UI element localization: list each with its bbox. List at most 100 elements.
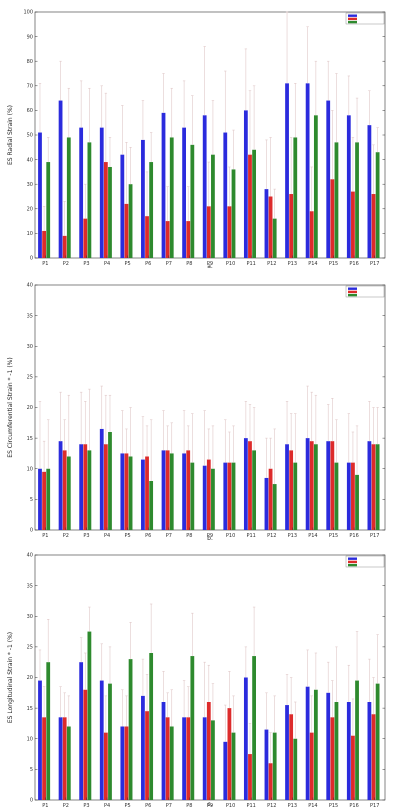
bar: [202, 717, 207, 800]
bar: [211, 154, 215, 258]
bar: [206, 702, 211, 800]
bar: [227, 206, 232, 258]
y-axis-label: ES Longitudinal Strain * -1 (%): [7, 632, 14, 723]
y-tick-label: 30: [27, 344, 33, 350]
bar: [46, 662, 51, 800]
x-tick-label: P8: [186, 533, 192, 539]
bar: [62, 450, 67, 530]
x-tick-label: P2: [63, 533, 69, 539]
bar: [285, 83, 289, 258]
bar: [293, 137, 298, 258]
bar: [367, 441, 372, 530]
y-tick-label: 100: [23, 10, 33, 16]
bar: [334, 702, 339, 800]
y-tick-label: 80: [27, 59, 33, 65]
bar: [202, 115, 207, 258]
x-tick-label: P10: [226, 803, 235, 809]
y-tick-label: 25: [27, 375, 33, 381]
panel-caption: c.: [207, 801, 212, 808]
bar: [120, 726, 125, 800]
bar: [145, 216, 149, 258]
bar: [186, 221, 191, 258]
bar: [58, 441, 63, 530]
panel-caption: a.: [207, 263, 213, 270]
bar: [346, 702, 351, 800]
bar: [285, 444, 289, 530]
bar: [190, 462, 195, 530]
bar: [124, 453, 129, 530]
bar: [285, 705, 289, 800]
bar: [227, 462, 232, 530]
bar: [79, 127, 84, 259]
x-tick-label: P11: [246, 261, 255, 267]
bar: [313, 444, 318, 530]
x-tick-label: P16: [349, 533, 358, 539]
bar: [108, 432, 112, 530]
bar: [141, 695, 145, 800]
bar: [128, 456, 133, 530]
bar: [355, 680, 359, 800]
x-tick-label: P3: [83, 533, 89, 539]
bar: [99, 428, 104, 530]
bar: [66, 456, 71, 530]
bar: [46, 162, 51, 258]
legend-swatch: [348, 557, 357, 560]
bar: [371, 714, 376, 800]
x-tick-label: P14: [308, 261, 317, 267]
y-tick-label: 0: [30, 798, 33, 804]
bar: [227, 708, 232, 800]
x-tick-label: P4: [104, 803, 110, 809]
bar: [272, 484, 277, 530]
x-tick-label: P9: [207, 261, 213, 267]
bar: [141, 139, 145, 258]
bar: [272, 218, 277, 258]
x-tick-label: P4: [104, 533, 110, 539]
bar: [305, 686, 310, 800]
bar: [38, 132, 42, 258]
bar: [289, 194, 294, 258]
bar: [272, 732, 277, 800]
x-tick-label: P17: [370, 533, 379, 539]
x-tick-label: P4: [104, 261, 110, 267]
bar: [165, 450, 170, 530]
bar: [211, 720, 215, 800]
x-tick-label: P7: [166, 803, 172, 809]
bar: [309, 732, 314, 800]
bar: [79, 444, 84, 530]
x-tick-label: P1: [42, 803, 48, 809]
y-axis-label: ES Radial Strain (%): [7, 105, 14, 165]
bar: [293, 462, 298, 530]
bar: [83, 218, 88, 258]
y-tick-label: 70: [27, 84, 33, 90]
bar: [145, 711, 149, 800]
y-tick-label: 0: [30, 256, 33, 262]
bar: [351, 735, 355, 800]
bar: [58, 100, 63, 258]
bar: [355, 142, 359, 258]
bar: [182, 127, 186, 259]
bar: [346, 462, 351, 530]
y-tick-label: 90: [27, 34, 33, 40]
bar: [79, 662, 84, 800]
x-tick-label: P10: [226, 533, 235, 539]
bar: [206, 206, 211, 258]
bar: [128, 184, 133, 258]
bar: [248, 754, 252, 800]
legend-swatch: [348, 290, 357, 294]
bar: [293, 738, 298, 800]
bar: [231, 169, 236, 258]
x-tick-label: P14: [308, 533, 317, 539]
y-tick-label: 5: [30, 767, 33, 773]
bar: [248, 441, 252, 530]
bar: [120, 154, 125, 258]
bar: [124, 726, 129, 800]
bar: [305, 438, 310, 530]
y-tick-label: 60: [27, 108, 33, 114]
bar: [58, 717, 63, 800]
bar: [330, 179, 335, 258]
bar: [326, 692, 331, 800]
legend-swatch: [348, 20, 357, 24]
bar: [367, 125, 372, 258]
bar: [103, 444, 108, 530]
